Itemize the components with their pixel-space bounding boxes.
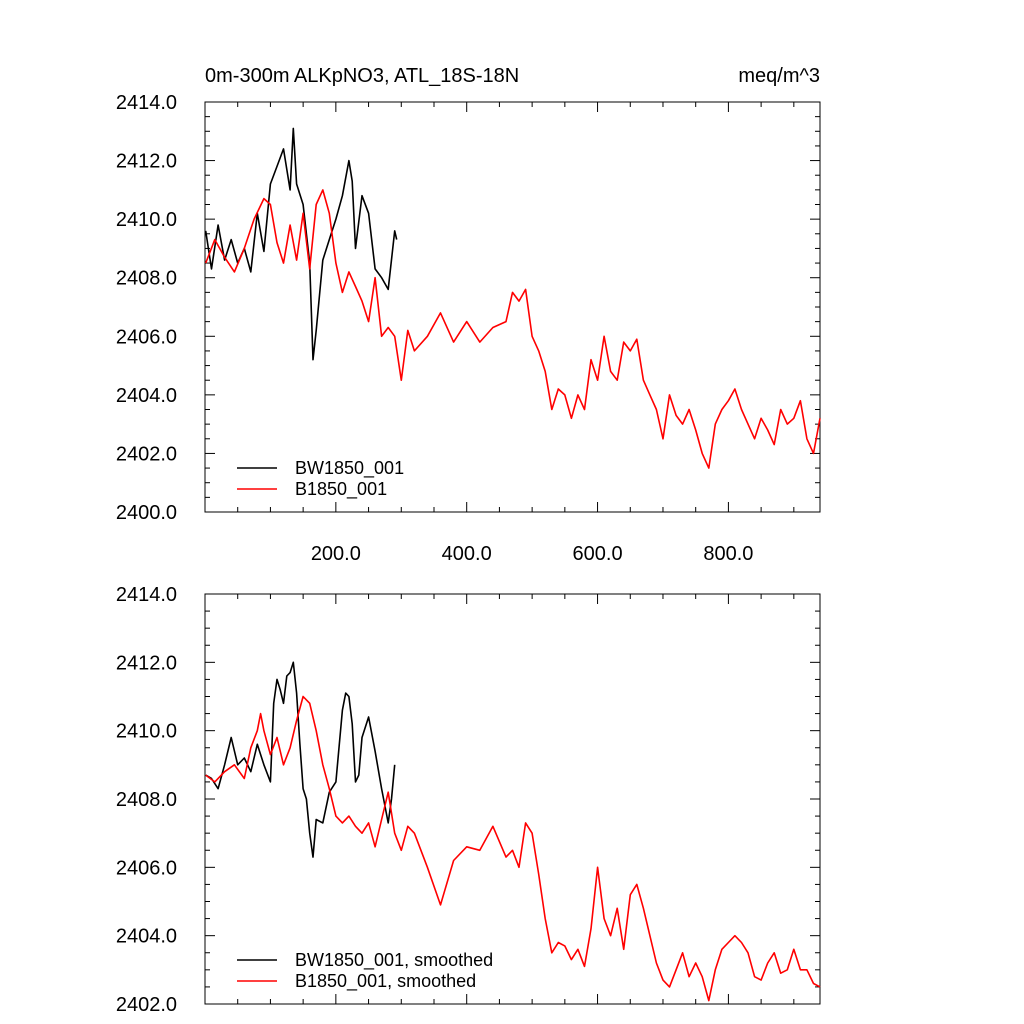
y-tick-label: 2414.0	[116, 92, 177, 114]
x-tick-label: 200.0	[311, 543, 361, 565]
series-line-red	[204, 189, 821, 469]
chart-title: 0m-300m ALKpNO3, ATL_18S-18N	[205, 65, 519, 87]
series-line-red	[205, 695, 821, 1002]
y-tick-label: 2408.0	[116, 268, 177, 290]
y-tick-label: 2406.0	[116, 326, 177, 348]
top-panel: 2400.0 2402.0 2404.0 2406.0 2408.0 2410.0 2412…	[116, 92, 821, 565]
units-label: meq/m^3	[738, 65, 820, 87]
y-tick-label: 2414.0	[116, 584, 177, 606]
x-tick-label: 400.0	[442, 543, 492, 565]
y-tick-label: 2404.0	[116, 385, 177, 407]
x-tick-label: 800.0	[703, 543, 753, 565]
y-tick-label: 2406.0	[116, 857, 177, 879]
legend-label: BW1850_001	[295, 458, 404, 479]
plot-frame	[204, 101, 821, 513]
y-tick-label: 2408.0	[116, 789, 177, 811]
y-tick-label: 2412.0	[116, 151, 177, 173]
legend-label: B1850_001	[295, 479, 387, 500]
x-tick-label: 600.0	[573, 543, 623, 565]
y-tick-label: 2404.0	[116, 926, 177, 948]
legend-label: B1850_001, smoothed	[295, 971, 476, 992]
y-tick-label: 2402.0	[116, 443, 177, 465]
y-tick-label: 2410.0	[116, 209, 177, 231]
y-tick-label: 2412.0	[116, 652, 177, 674]
series-line-black	[205, 661, 396, 858]
y-tick-label: 2400.0	[116, 502, 177, 524]
y-tick-label: 2410.0	[116, 721, 177, 743]
series-line-black	[204, 127, 398, 361]
bottom-panel: 2402.0 2404.0 2406.0 2408.0 2410.0 2412.0 2414…	[116, 584, 821, 1016]
legend-label: BW1850_001, smoothed	[295, 950, 493, 971]
y-tick-label: 2402.0	[116, 994, 177, 1016]
